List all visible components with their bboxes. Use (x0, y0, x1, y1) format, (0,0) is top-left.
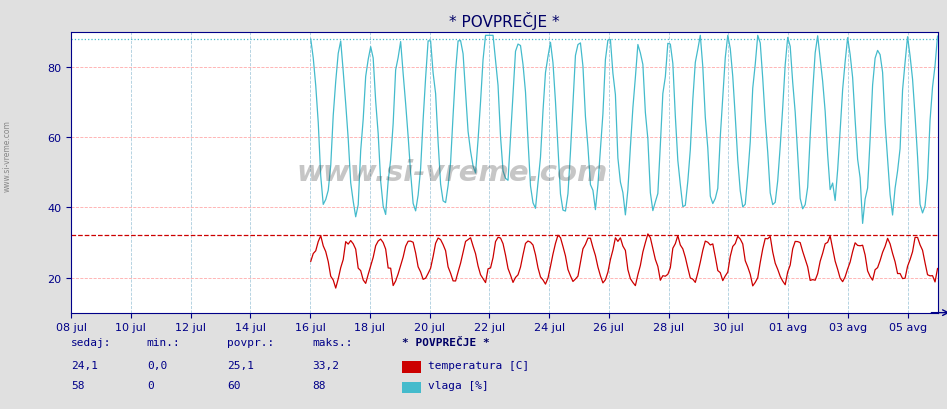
Text: min.:: min.: (147, 337, 181, 348)
Text: 0: 0 (147, 380, 153, 391)
Text: 33,2: 33,2 (313, 360, 340, 370)
Text: sedaj:: sedaj: (71, 337, 112, 348)
Text: 0,0: 0,0 (147, 360, 167, 370)
Text: maks.:: maks.: (313, 337, 353, 348)
Text: 60: 60 (227, 380, 241, 391)
Text: 24,1: 24,1 (71, 360, 98, 370)
Text: 58: 58 (71, 380, 84, 391)
Title: * POVPREČJE *: * POVPREČJE * (449, 12, 560, 30)
Text: www.si-vreme.com: www.si-vreme.com (296, 159, 608, 187)
Text: 25,1: 25,1 (227, 360, 255, 370)
Text: 88: 88 (313, 380, 326, 391)
Text: povpr.:: povpr.: (227, 337, 275, 348)
Text: www.si-vreme.com: www.si-vreme.com (3, 119, 12, 191)
Text: temperatura [C]: temperatura [C] (428, 360, 529, 370)
Text: vlaga [%]: vlaga [%] (428, 380, 489, 391)
Text: * POVPREČJE *: * POVPREČJE * (402, 337, 491, 348)
